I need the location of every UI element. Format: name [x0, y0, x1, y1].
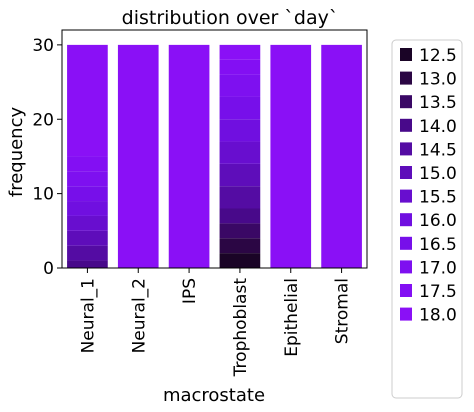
y-tick-label: 10 [32, 185, 54, 205]
bar-segment [67, 156, 108, 172]
legend-swatch [400, 142, 412, 156]
legend: 12.5 13.0 13.5 14.0 14.5 15.0 15.5 16.0 16.5 17.0… [391, 39, 463, 399]
bar-segment [270, 44, 312, 269]
bar-segment [67, 186, 108, 202]
legend-swatch [400, 95, 412, 109]
legend-swatch [400, 284, 412, 297]
legend-swatch [400, 213, 412, 227]
bar-segment [67, 215, 108, 231]
legend-label: 16.5 [419, 235, 457, 255]
legend-label: 17.5 [419, 282, 457, 302]
bar-segment [219, 59, 261, 75]
bar-segment [67, 260, 108, 268]
x-tick-label: Stromal [333, 278, 353, 344]
bar-segment [168, 44, 210, 269]
plot-frame [61, 29, 368, 269]
x-tick-label: Trophoblast [231, 278, 251, 378]
bar-segment [67, 201, 108, 216]
legend-label: 13.5 [419, 93, 457, 113]
legend-label: 15.0 [419, 164, 457, 184]
bar-segment [67, 245, 108, 261]
y-axis: 0 10 20 30 [32, 36, 62, 279]
legend-swatch [400, 236, 412, 250]
x-axis: Neural_1 Neural_2 IPS Trophoblast Epithelial… [78, 268, 353, 378]
bar-segment [219, 186, 261, 209]
legend-label: 16.0 [419, 211, 457, 231]
legend-swatch [400, 307, 412, 321]
x-tick-label: Neural_1 [78, 278, 98, 353]
legend-label: 14.5 [419, 140, 457, 160]
legend-label: 13.0 [419, 70, 457, 90]
legend-swatch [400, 71, 412, 85]
x-tick-label: IPS [180, 278, 200, 304]
legend-swatch [400, 166, 412, 179]
bar-segment [67, 44, 108, 157]
chart-title: distribution over `day` [122, 7, 339, 29]
y-tick-label: 30 [32, 36, 54, 56]
bar-segment [219, 119, 261, 142]
legend-label: 14.0 [419, 117, 457, 137]
bar-segment [219, 44, 261, 60]
x-tick-label: Neural_2 [129, 278, 149, 353]
legend-swatch [400, 260, 412, 274]
x-tick-label: Epithelial [282, 278, 302, 357]
bar-segment [219, 208, 261, 224]
legend-label: 17.0 [419, 258, 457, 278]
y-axis-label: frequency [6, 107, 27, 198]
bar-segment [219, 223, 261, 239]
bar-segment [219, 238, 261, 254]
bar-segment [117, 44, 159, 269]
y-tick-label: 20 [32, 110, 54, 130]
plot-area [67, 44, 362, 269]
legend-swatch [400, 48, 412, 61]
y-tick-label: 0 [43, 259, 54, 279]
bar-segment [321, 44, 362, 269]
legend-swatch [400, 189, 412, 203]
legend-label: 12.5 [419, 46, 457, 66]
legend-swatch [400, 118, 412, 132]
x-axis-label: macrostate [163, 385, 265, 406]
legend-label: 15.5 [419, 188, 457, 208]
bar-segment [219, 253, 261, 269]
legend-label: 18.0 [419, 306, 457, 326]
bar-segment [67, 230, 108, 246]
bar-segment [219, 96, 261, 120]
bar-segment [219, 74, 261, 97]
bar-segment [67, 171, 108, 187]
bar-segment [219, 163, 261, 187]
bar-segment [219, 141, 261, 164]
